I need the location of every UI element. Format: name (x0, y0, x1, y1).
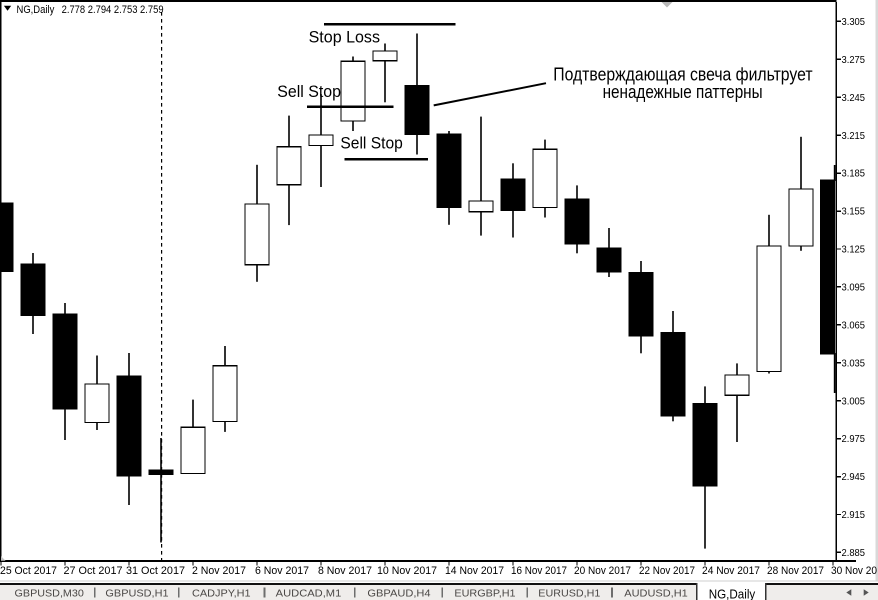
svg-text:16 Nov 2017: 16 Nov 2017 (511, 565, 567, 577)
svg-text:AUDCAD,M1: AUDCAD,M1 (276, 588, 342, 600)
svg-text:24 Nov 2017: 24 Nov 2017 (702, 565, 760, 577)
svg-text:GBPUSD,M30: GBPUSD,M30 (15, 588, 84, 600)
svg-text:Подтверждающая свеча фильтрует: Подтверждающая свеча фильтрует (553, 64, 813, 84)
svg-text:28 Nov 2017: 28 Nov 2017 (767, 565, 824, 577)
svg-text:22 Nov 2017: 22 Nov 2017 (639, 565, 695, 577)
svg-text:ненадежные паттерны: ненадежные паттерны (603, 82, 763, 102)
svg-text:GBPAUD,H4: GBPAUD,H4 (367, 588, 430, 600)
svg-text:20 Nov 2017: 20 Nov 2017 (574, 565, 631, 577)
svg-text:Stop Loss: Stop Loss (309, 27, 380, 46)
svg-text:3.185: 3.185 (842, 169, 866, 180)
svg-text:2.915: 2.915 (842, 510, 866, 521)
svg-text:CADJPY,H1: CADJPY,H1 (192, 588, 251, 600)
svg-text:GBPUSD,H1: GBPUSD,H1 (105, 588, 168, 600)
svg-text:2.975: 2.975 (842, 434, 866, 445)
svg-text:3.125: 3.125 (842, 245, 866, 256)
svg-text:30 Nov 20: 30 Nov 20 (831, 565, 877, 577)
svg-text:AUDUSD,H1: AUDUSD,H1 (624, 588, 688, 600)
svg-text:3.245: 3.245 (842, 93, 866, 104)
svg-text:10 Nov 2017: 10 Nov 2017 (377, 565, 437, 577)
svg-text:2.885: 2.885 (842, 548, 866, 559)
svg-text:27 Oct 2017: 27 Oct 2017 (64, 565, 123, 577)
svg-text:6 Nov 2017: 6 Nov 2017 (255, 565, 309, 577)
svg-text:3.065: 3.065 (842, 320, 866, 331)
svg-text:2 Nov 2017: 2 Nov 2017 (192, 565, 246, 577)
svg-text:3.005: 3.005 (842, 396, 866, 407)
svg-text:3.305: 3.305 (842, 17, 866, 28)
svg-text:3.275: 3.275 (842, 55, 866, 66)
svg-text:Sell Stop: Sell Stop (340, 134, 402, 152)
svg-text:8 Nov 2017: 8 Nov 2017 (318, 565, 372, 577)
svg-text:EURUSD,H1: EURUSD,H1 (538, 588, 600, 600)
svg-text:3.035: 3.035 (842, 358, 866, 369)
svg-text:25 Oct 2017: 25 Oct 2017 (0, 565, 57, 577)
svg-text:NG,Daily: NG,Daily (709, 587, 756, 600)
svg-text:2.945: 2.945 (842, 472, 866, 483)
svg-text:EURGBP,H1: EURGBP,H1 (454, 588, 515, 600)
svg-text:14 Nov 2017: 14 Nov 2017 (445, 565, 504, 577)
svg-text:3.215: 3.215 (842, 131, 866, 142)
svg-text:2.778 2.794 2.753 2.759: 2.778 2.794 2.753 2.759 (62, 4, 164, 16)
svg-text:31 Oct 2017: 31 Oct 2017 (126, 565, 185, 577)
svg-text:Sell Stop: Sell Stop (277, 83, 341, 101)
svg-text:NG,Daily: NG,Daily (17, 4, 55, 16)
svg-text:3.095: 3.095 (842, 283, 866, 294)
svg-text:3.155: 3.155 (842, 207, 866, 218)
